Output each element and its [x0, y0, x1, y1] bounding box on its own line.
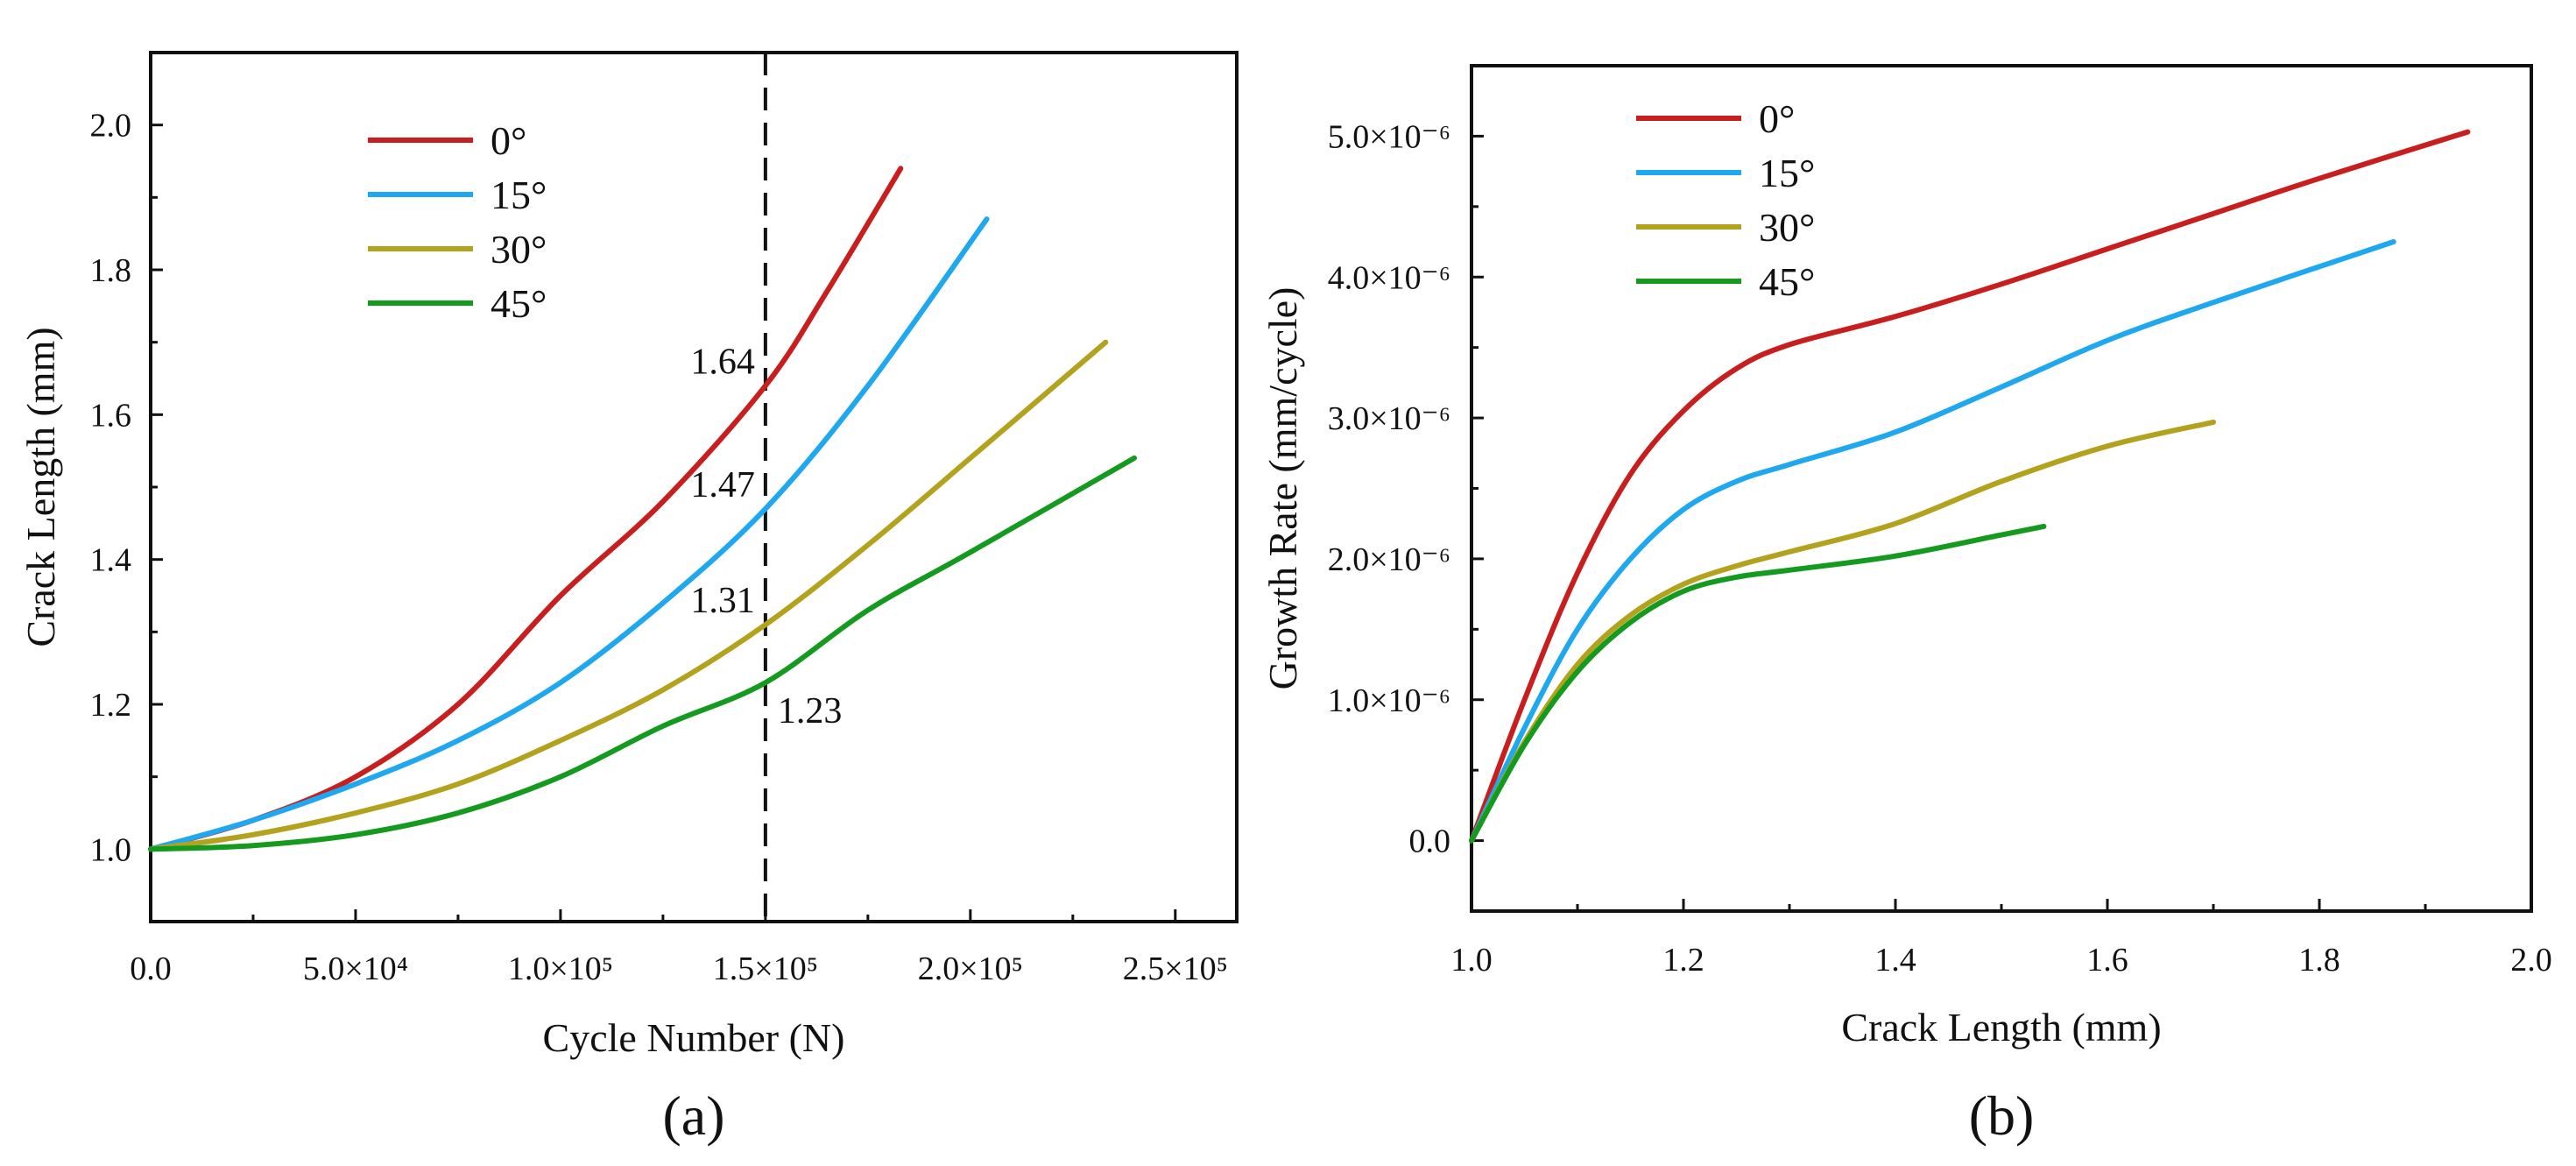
- y-tick-label: 1.2: [90, 687, 132, 724]
- annotation-label: 1.31: [690, 581, 755, 621]
- panel-b-chart: 1.0 1.2 1.4 1.6 1.8 2.0 0.0 1.0×10⁻⁶ 2.0×10⁻⁶ 3.0…: [1260, 64, 2552, 1147]
- series-line-2: [1469, 419, 2216, 844]
- y-tick-label: 3.0×10⁻⁶: [1328, 400, 1450, 437]
- series-line-1: [148, 216, 990, 852]
- annotation-label: 1.64: [690, 342, 755, 382]
- legend-label: 0°: [490, 118, 526, 163]
- panel-label: (b): [1969, 1085, 2035, 1147]
- legend-label: 0°: [1759, 96, 1795, 141]
- y-tick-label: 2.0×10⁻⁶: [1328, 541, 1450, 578]
- y-tick-label: 1.0×10⁻⁶: [1328, 682, 1450, 719]
- legend-label: 15°: [1759, 151, 1815, 195]
- x-tick-label: 2.5×10⁵: [1123, 950, 1228, 987]
- x-axis-title: Cycle Number (N): [543, 1015, 845, 1060]
- y-tick-label: 1.4: [90, 542, 132, 579]
- annotation-label: 1.47: [690, 465, 755, 505]
- legend-label: 30°: [1759, 205, 1815, 250]
- y-axis-title: Growth Rate (mm/cycle): [1260, 287, 1305, 690]
- x-tick-label: 1.0×10⁵: [508, 950, 613, 987]
- x-tick-label: 1.4: [1874, 942, 1916, 979]
- y-tick-label: 4.0×10⁻⁶: [1328, 259, 1450, 296]
- y-tick-label: 1.6: [90, 397, 132, 434]
- legend-label: 45°: [1759, 259, 1815, 304]
- x-tick-label: 2.0×10⁵: [918, 950, 1023, 987]
- panel-label: (a): [662, 1085, 724, 1147]
- x-tick-label: 5.0×10⁴: [303, 950, 408, 987]
- plot-frame: [1470, 64, 2533, 913]
- x-tick-label: 1.6: [2086, 942, 2128, 979]
- x-tick-label: 1.5×10⁵: [713, 950, 818, 987]
- x-tick-label: 1.8: [2298, 942, 2340, 979]
- y-tick-label: 1.8: [90, 252, 132, 289]
- legend-label: 45°: [490, 281, 547, 326]
- y-tick-label: 5.0×10⁻⁶: [1328, 118, 1450, 155]
- x-tick-label: 2.0: [2510, 942, 2552, 979]
- series-line-0: [1469, 129, 2471, 844]
- y-axis-title: Crack Length (mm): [18, 327, 63, 647]
- y-tick-label: 1.0: [90, 831, 132, 868]
- x-axis-title: Crack Length (mm): [1841, 1005, 2161, 1049]
- legend-label: 30°: [490, 227, 547, 272]
- x-tick-label: 1.0: [1450, 942, 1493, 979]
- legend-label: 15°: [490, 173, 547, 217]
- panel-a-chart: 0.0 5.0×10⁴ 1.0×10⁵ 1.5×10⁵ 2.0×10⁵ 2.5×10⁵ 1.…: [18, 51, 1239, 1147]
- y-tick-label: 2.0: [90, 108, 132, 145]
- y-tick-label: 0.0: [1409, 823, 1451, 860]
- x-tick-label: 1.2: [1662, 942, 1704, 979]
- x-tick-label: 0.0: [130, 950, 172, 987]
- series-line-3: [148, 455, 1137, 852]
- annotation-label: 1.23: [778, 691, 843, 731]
- series-line-1: [1469, 239, 2396, 844]
- series-line-3: [1469, 523, 2047, 844]
- series-line-2: [148, 339, 1109, 852]
